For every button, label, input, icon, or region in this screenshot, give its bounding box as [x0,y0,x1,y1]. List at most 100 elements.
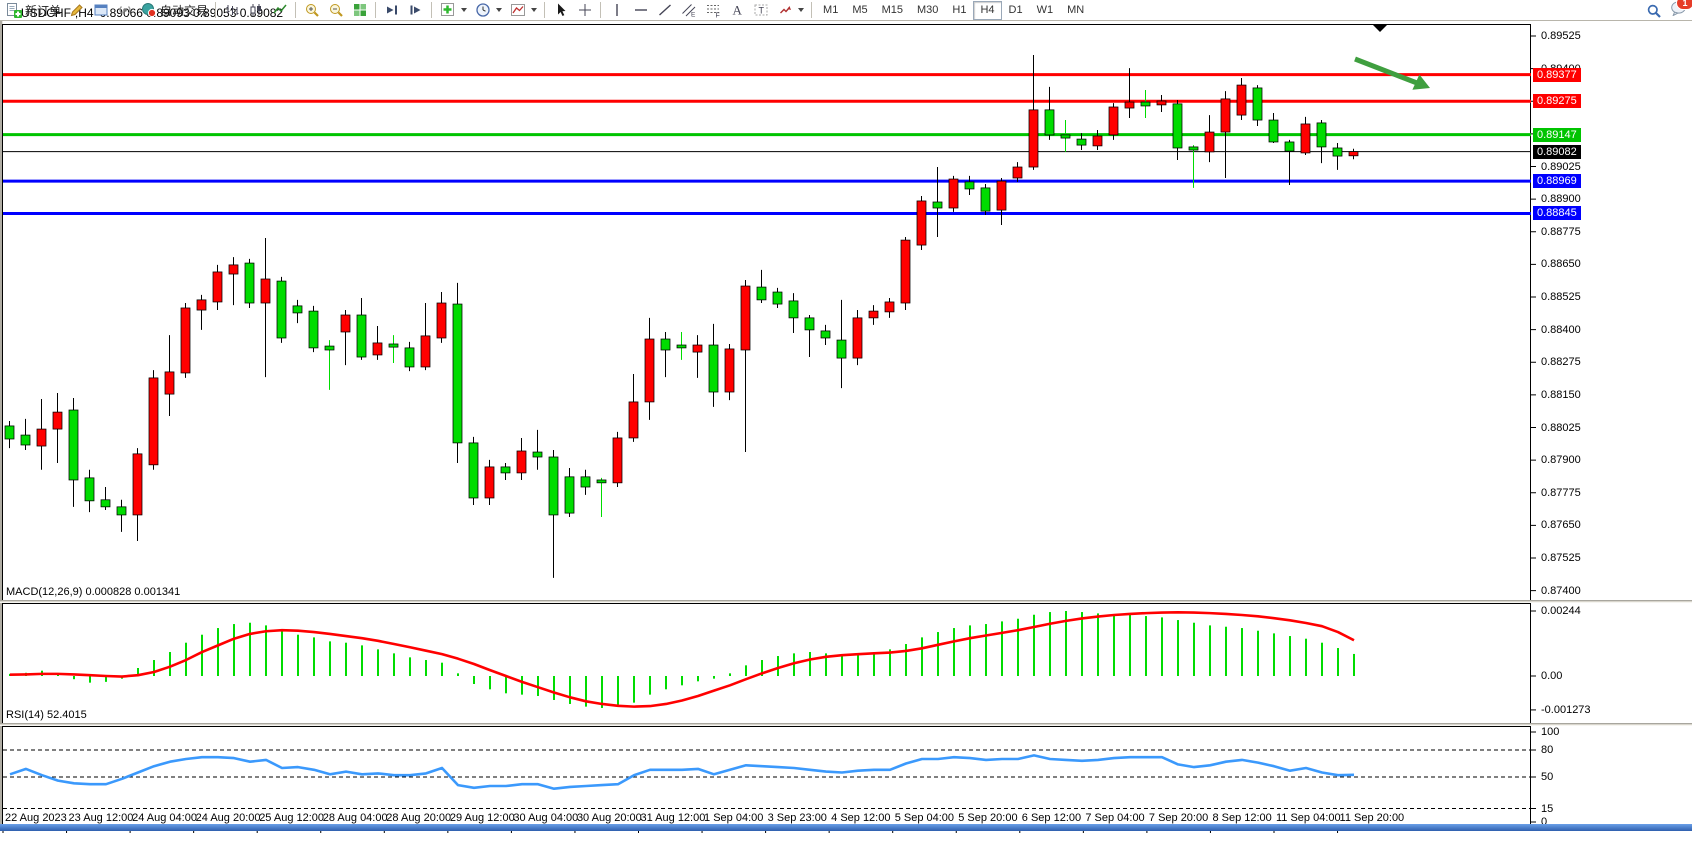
macd-axis-tick: 0.00244 [1541,605,1581,617]
timeframe-m15-button[interactable]: M15 [881,3,903,16]
cursor-button[interactable] [549,0,573,21]
dropdown-caret-icon [798,8,805,12]
templates-button[interactable] [506,0,541,21]
signal-icon [117,2,133,18]
timeframe-h4-button[interactable]: H4 [973,0,1002,20]
tiles-icon [352,2,368,18]
zoom-in-icon [304,2,320,18]
price-axis-tick: 0.87900 [1541,454,1581,467]
timeframe-d1-button[interactable]: D1 [1008,3,1023,16]
tile-windows-button[interactable] [348,0,372,21]
price-axis-tick: 0.88650 [1541,258,1581,271]
time-axis-tick: 4 Sep 12:00 [831,812,891,824]
metaeditor-button[interactable] [65,0,89,21]
price-axis-tick: 0.87775 [1541,486,1581,499]
timeframe-m30-button[interactable]: M30 [917,3,939,16]
macd-pane[interactable] [2,603,1531,724]
svg-text:T: T [759,6,765,16]
new-order-button-label: 新订单 [25,3,62,18]
timeframe-w1-button[interactable]: W1 [1036,3,1054,16]
price-axis-tick: 0.88400 [1541,323,1581,336]
horizontal-line-button[interactable] [629,0,653,21]
time-axis[interactable] [0,829,1692,852]
price-line-badge: 0.89147 [1533,127,1581,142]
price-axis-tick: 0.87525 [1541,552,1581,564]
toolbar-separator [431,2,434,18]
timeframe-mn-button[interactable]: MN [1067,3,1085,16]
time-axis-tick: 11 Sep 04:00 [1276,812,1341,824]
doc-plus-icon [6,2,22,18]
periods-button[interactable] [471,0,506,21]
price-line-badge: 0.89377 [1533,67,1581,82]
time-axis-tick: 5 Sep 04:00 [894,812,955,824]
chart-shift-button[interactable] [404,0,428,21]
indicators-button[interactable] [436,0,471,21]
dropdown-caret-icon [531,8,538,12]
linechart-icon [272,2,288,18]
time-axis-tick: 6 Sep 12:00 [1021,812,1082,824]
rsi-axis-tick: 100 [1541,726,1560,738]
fibo-icon: F [705,2,721,20]
rsi-axis-tick: 50 [1541,771,1554,783]
hline-icon [633,2,649,18]
signals-button[interactable] [113,0,137,21]
price-line-badge: 0.88969 [1533,174,1581,189]
time-axis-tick: 11 Sep 20:00 [1339,812,1405,824]
bar-chart-button[interactable] [220,0,244,21]
chart-window [0,21,1692,852]
time-axis-tick: 8 Sep 12:00 [1212,812,1272,824]
line-chart-button[interactable] [268,0,292,21]
search-icon[interactable] [1646,3,1662,19]
timeframe-h1-button[interactable]: H1 [952,3,967,16]
vertical-line-button[interactable] [605,0,629,21]
toolbar: 新订单 自动交易 E F A T M1 M5 M15 M30 H1 H4 D1 W1 MN 1 [0,0,1692,21]
time-axis-tick: 25 Aug 12:00 [259,812,325,824]
vline-icon [609,2,625,18]
pane-separator[interactable] [0,723,1692,726]
price-line-badge: 0.89275 [1533,94,1581,109]
trendline-button[interactable] [653,0,677,21]
zoom-out-button[interactable] [324,0,348,21]
autotrading-button[interactable]: 自动交易 [137,0,212,21]
template-icon [510,2,526,18]
rsi-axis-tick: 15 [1541,802,1554,815]
crosshair-button[interactable] [573,0,597,21]
toolbar-separator [600,2,603,18]
price-axis-tick: 0.88150 [1541,388,1581,401]
price-line-badge: 0.89082 [1533,144,1581,159]
price-axis-tick: 0.89025 [1541,160,1581,173]
time-axis-tick: 1 Sep 04:00 [704,812,764,824]
arrows-button[interactable] [773,0,808,21]
time-axis-tick: 23 Aug 12:00 [68,812,134,824]
timeframe-m5-button[interactable]: M5 [852,3,868,16]
fibonacci-button[interactable]: F [701,0,725,21]
text-label-button[interactable]: T [749,0,773,21]
dropdown-caret-icon [461,8,468,12]
dropdown-caret-icon [496,8,503,12]
price-pane[interactable] [2,24,1531,601]
zoom-in-button[interactable] [300,0,324,21]
window-icon [93,2,109,18]
auto-scroll-button[interactable] [380,0,404,21]
autotrading-button-label: 自动交易 [160,3,209,18]
pane-separator[interactable] [0,600,1692,603]
toolbar-separator [811,2,814,18]
time-axis-tick: 24 Aug 20:00 [195,812,261,824]
new-order-button[interactable]: 新订单 [2,0,65,21]
market-watch-button[interactable] [89,0,113,21]
zoom-out-icon [328,2,344,18]
time-axis-tick: 31 Aug 12:00 [640,812,706,824]
channel-button[interactable]: E [677,0,701,21]
price-axis-tick: 0.88900 [1541,193,1581,206]
shiftic-icon [408,2,424,18]
autoscroll-icon [384,2,400,18]
trendline-icon [657,2,673,18]
notifications-button[interactable]: 1 [1670,0,1692,21]
macd-indicator-label: MACD(12,26,9) 0.000828 0.001341 [6,586,181,598]
indplus-icon [440,2,456,18]
price-axis-tick: 0.87650 [1541,519,1581,532]
arrows-icon [777,2,793,18]
candlestick-chart-button[interactable] [244,0,268,21]
timeframe-m1-button[interactable]: M1 [823,3,839,16]
text-button[interactable]: A [725,0,749,21]
